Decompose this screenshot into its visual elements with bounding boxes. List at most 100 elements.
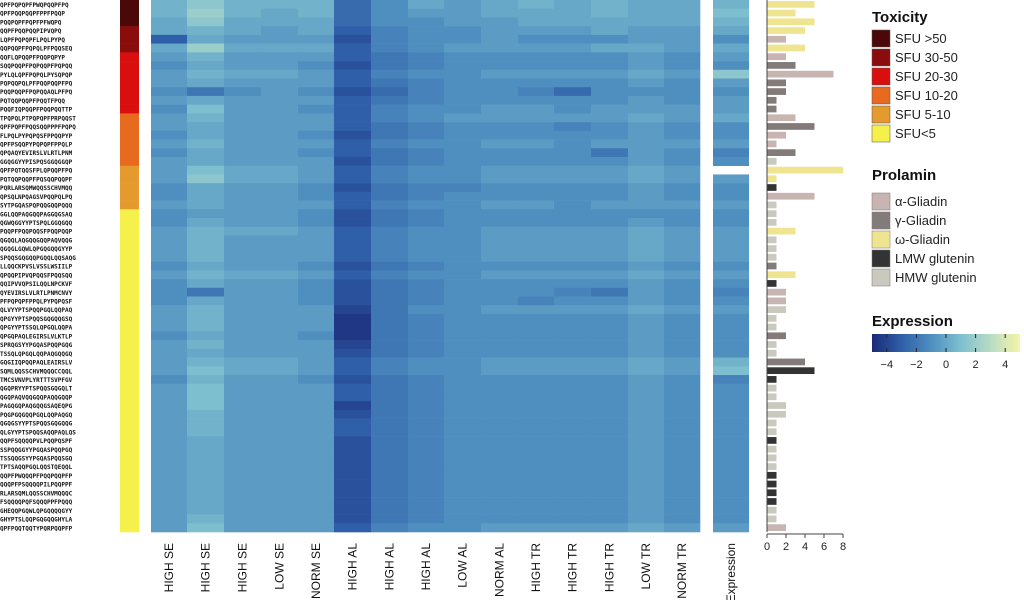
heatmap-cell bbox=[334, 61, 372, 71]
heatmap-cell bbox=[334, 427, 372, 437]
heatmap-cell bbox=[664, 17, 701, 27]
heatmap-cell bbox=[518, 523, 555, 533]
heatmap-cell bbox=[628, 218, 665, 228]
peptide-label: PQTQQPQQPFPQSQQPQQPF bbox=[0, 176, 73, 183]
heatmap-cell bbox=[334, 470, 372, 480]
peptide-label: QQPFPQQPQQPIPVQPQ bbox=[0, 28, 62, 35]
heatmap-cell bbox=[481, 401, 519, 411]
heatmap-cell bbox=[444, 17, 482, 27]
heatmap-cell bbox=[591, 226, 629, 236]
heatmap-cell bbox=[518, 383, 555, 393]
heatmap-cell bbox=[261, 270, 299, 280]
heatmap-cell bbox=[518, 244, 555, 254]
expression-cell bbox=[713, 226, 749, 236]
prolamin-bar bbox=[767, 123, 815, 130]
heatmap-cell bbox=[481, 95, 519, 105]
heatmap-cell bbox=[481, 165, 519, 175]
heatmap-cell bbox=[187, 392, 225, 402]
heatmap-cell bbox=[628, 252, 665, 262]
heatmap-cell bbox=[298, 505, 335, 515]
toxicity-cell bbox=[120, 287, 139, 297]
heatmap-cell bbox=[518, 348, 555, 358]
heatmap-cell bbox=[444, 244, 482, 254]
heatmap-cell bbox=[187, 183, 225, 193]
heatmap-cell bbox=[151, 375, 188, 385]
heatmap-cell bbox=[151, 34, 188, 44]
toxicity-cell bbox=[120, 87, 139, 97]
heatmap-cell bbox=[261, 174, 299, 184]
heatmap-cell bbox=[591, 357, 629, 367]
heatmap-cell bbox=[591, 340, 629, 350]
peptide-label: LQPFPQPQPFLPQLPYPQ bbox=[0, 37, 65, 44]
heatmap-cell bbox=[664, 130, 701, 140]
heatmap-cell bbox=[591, 61, 629, 71]
heatmap-cell bbox=[408, 8, 445, 18]
heatmap-cell bbox=[518, 209, 555, 219]
expression-column-label: Expression bbox=[724, 543, 738, 600]
prolamin-bar bbox=[767, 428, 777, 436]
heatmap-cell bbox=[261, 139, 299, 149]
heatmap-cell bbox=[151, 514, 188, 524]
heatmap-cell bbox=[408, 218, 445, 228]
heatmap-cell bbox=[334, 305, 372, 315]
heatmap-cell bbox=[481, 357, 519, 367]
heatmap-cell bbox=[481, 218, 519, 228]
heatmap-cell bbox=[151, 322, 188, 332]
heatmap-cell bbox=[664, 183, 701, 193]
heatmap-cell bbox=[408, 78, 445, 88]
heatmap-cell bbox=[554, 340, 592, 350]
toxicity-cell bbox=[120, 514, 139, 524]
heatmap-cell bbox=[298, 418, 335, 428]
heatmap-cell bbox=[408, 0, 445, 10]
heatmap-cell bbox=[371, 252, 409, 262]
heatmap-cell bbox=[408, 69, 445, 79]
peptide-label: SQMLQQSSCHVMQQQCCQQL bbox=[0, 368, 73, 375]
heatmap-cell bbox=[554, 375, 592, 385]
heatmap-cell bbox=[224, 218, 262, 228]
prolamin-legend-label: ω-Gliadin bbox=[895, 232, 950, 247]
prolamin-bar-chart bbox=[767, 1, 843, 531]
heatmap-cell bbox=[224, 95, 262, 105]
heatmap-cell bbox=[628, 427, 665, 437]
heatmap-cell bbox=[481, 139, 519, 149]
heatmap-cell bbox=[628, 130, 665, 140]
peptide-label: QPFPQPFPQQSQQPPPFPQPQ bbox=[0, 124, 76, 131]
heatmap-cell bbox=[224, 322, 262, 332]
heatmap-cell bbox=[151, 17, 188, 27]
heatmap-cell bbox=[334, 401, 372, 411]
heatmap-cell bbox=[261, 462, 299, 472]
heatmap-cell bbox=[187, 279, 225, 289]
heatmap-cell bbox=[664, 479, 701, 489]
heatmap-cell bbox=[481, 270, 519, 280]
heatmap-cell bbox=[187, 61, 225, 71]
prolamin-bar bbox=[767, 9, 796, 17]
heatmap-cell bbox=[298, 375, 335, 385]
heatmap-cell bbox=[628, 200, 665, 210]
heatmap-cell bbox=[187, 17, 225, 27]
heatmap-cell bbox=[628, 497, 665, 507]
prolamin-bar bbox=[767, 297, 786, 305]
heatmap-cell bbox=[334, 375, 372, 385]
heatmap-cell bbox=[151, 366, 188, 376]
heatmap-cell bbox=[628, 43, 665, 53]
toxicity-cell bbox=[120, 218, 139, 228]
heatmap-cell bbox=[371, 165, 409, 175]
heatmap-cell bbox=[518, 488, 555, 498]
heatmap-cell bbox=[224, 244, 262, 254]
column-label: HIGH AL bbox=[419, 543, 433, 591]
heatmap-cell bbox=[554, 156, 592, 166]
expression-cell bbox=[713, 122, 749, 132]
heatmap-cell bbox=[664, 279, 701, 289]
heatmap-cell bbox=[224, 130, 262, 140]
heatmap-cell bbox=[298, 78, 335, 88]
heatmap-cell bbox=[371, 331, 409, 341]
toxicity-cell bbox=[120, 444, 139, 454]
heatmap-cell bbox=[371, 340, 409, 350]
heatmap-cell bbox=[371, 200, 409, 210]
heatmap-cell bbox=[334, 226, 372, 236]
peptide-label: QPSQLNPQAGSVPQQPQLPQ bbox=[0, 194, 73, 201]
heatmap-cell bbox=[628, 191, 665, 201]
heatmap-cell bbox=[591, 130, 629, 140]
heatmap-cell bbox=[664, 427, 701, 437]
heatmap-cell bbox=[664, 104, 701, 114]
